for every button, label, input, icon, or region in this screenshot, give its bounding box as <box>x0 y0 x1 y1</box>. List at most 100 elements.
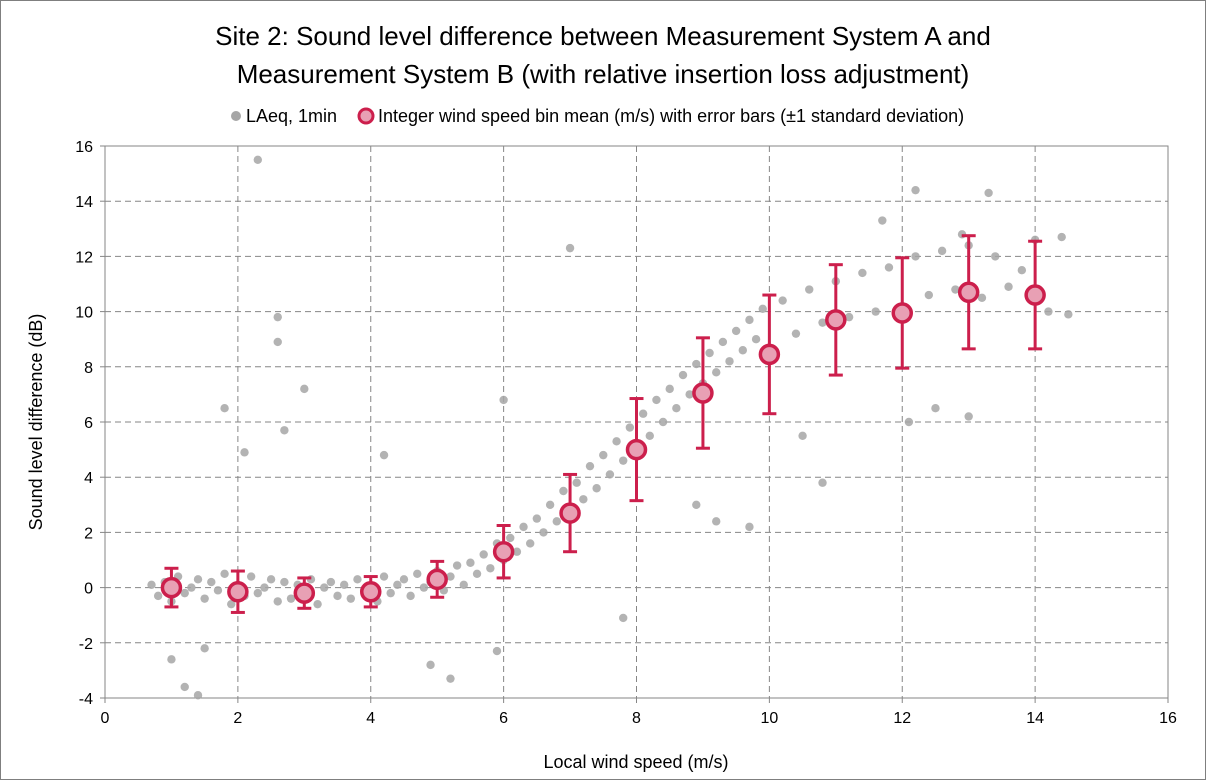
laeq-point <box>878 216 887 225</box>
laeq-point <box>266 575 276 584</box>
bin-mean-point <box>692 382 714 404</box>
laeq-point <box>180 588 189 598</box>
laeq-point <box>818 478 827 487</box>
laeq-point <box>911 185 920 195</box>
laeq-point <box>426 660 435 670</box>
laeq-point <box>791 329 801 338</box>
bin-means <box>160 234 1046 614</box>
laeq-point <box>333 591 342 601</box>
laeq-point <box>459 580 468 590</box>
laeq-point <box>492 646 502 656</box>
bin-mean-point <box>625 438 648 461</box>
laeq-point <box>506 533 515 543</box>
laeq-point <box>705 348 714 358</box>
laeq-point <box>911 252 920 261</box>
laeq-point <box>592 484 601 493</box>
laeq-point <box>718 337 728 347</box>
laeq-point <box>273 312 282 322</box>
laeq-point <box>751 335 761 344</box>
bin-mean-point <box>492 540 515 563</box>
laeq-point <box>977 293 987 302</box>
laeq-point <box>645 431 654 440</box>
y-tick-label: 2 <box>84 525 93 542</box>
bin-mean-point <box>360 580 382 603</box>
laeq-point <box>472 569 482 578</box>
chart-title-line-1: Site 2: Sound level difference between M… <box>215 21 991 51</box>
x-axis-title: Local wind speed (m/s) <box>543 752 728 772</box>
laeq-point <box>1064 310 1073 319</box>
laeq-point <box>924 290 934 300</box>
x-tick-label: 14 <box>1026 710 1044 727</box>
laeq-point <box>193 691 203 700</box>
laeq-point <box>280 577 289 587</box>
laeq-point <box>692 500 701 509</box>
laeq-point <box>658 417 668 427</box>
x-tick-label: 6 <box>499 710 508 727</box>
laeq-point <box>619 613 628 623</box>
bin-mean-point <box>891 302 913 324</box>
laeq-point <box>220 569 229 578</box>
laeq-point <box>200 594 209 603</box>
y-axis-ticks: -4 -2 0 2 4 6 8 10 12 14 16 <box>75 139 105 708</box>
laeq-point <box>253 588 263 598</box>
laeq-point <box>313 599 322 609</box>
laeq-point <box>413 569 422 578</box>
x-tick-label: 12 <box>893 710 911 727</box>
laeq-point <box>599 450 608 460</box>
laeq-point <box>300 384 309 394</box>
x-tick-label: 0 <box>101 710 110 727</box>
y-tick-label: 12 <box>75 249 93 266</box>
y-axis-title: Sound level difference (dB) <box>26 314 46 531</box>
y-tick-label: 14 <box>75 194 93 211</box>
x-axis-ticks: 0 2 4 6 8 10 12 14 16 <box>101 698 1177 727</box>
laeq-point <box>486 564 495 573</box>
laeq-point <box>585 461 595 471</box>
laeq-point <box>253 155 263 164</box>
laeq-point <box>399 575 409 584</box>
laeq-point <box>539 528 548 537</box>
laeq-point <box>227 599 236 609</box>
laeq-point <box>638 409 648 418</box>
laeq-point <box>579 495 588 504</box>
laeq-point <box>213 586 223 595</box>
laeq-point <box>187 583 196 592</box>
laeq-point <box>1017 266 1027 275</box>
laeq-point <box>200 644 209 653</box>
laeq-point <box>552 517 561 526</box>
laeq-point <box>818 318 827 327</box>
laeq-point <box>406 591 415 601</box>
laeq-point <box>339 580 349 590</box>
laeq-point <box>991 252 1000 261</box>
laeq-point <box>446 674 455 683</box>
laeq-point <box>984 188 993 198</box>
laeq-point <box>844 312 854 322</box>
laeq-point <box>625 423 635 432</box>
laeq-point <box>545 500 555 509</box>
bin-mean-point <box>559 502 581 524</box>
gridlines <box>105 146 1168 698</box>
laeq-point <box>951 285 960 294</box>
laeq-point <box>731 326 741 336</box>
x-tick-label: 2 <box>233 710 242 727</box>
laeq-point <box>240 448 249 457</box>
bin-mean-point <box>825 309 847 331</box>
bin-mean-point <box>957 281 980 304</box>
laeq-point <box>273 597 282 606</box>
laeq-point <box>512 547 522 556</box>
laeq-point <box>758 304 767 314</box>
laeq-point <box>805 285 814 294</box>
laeq-point <box>738 346 747 355</box>
laeq-point <box>652 395 661 405</box>
laeq-point <box>260 583 269 592</box>
laeq-point <box>665 384 674 394</box>
laeq-point <box>499 395 508 405</box>
laeq-point <box>572 478 581 487</box>
laeq-point <box>526 539 535 548</box>
laeq-point <box>153 591 163 601</box>
laeq-point <box>246 572 256 581</box>
laeq-point <box>678 370 688 380</box>
laeq-point <box>559 486 568 496</box>
y-tick-label: 10 <box>75 305 93 322</box>
legend-marker-bin-mean <box>357 107 375 125</box>
